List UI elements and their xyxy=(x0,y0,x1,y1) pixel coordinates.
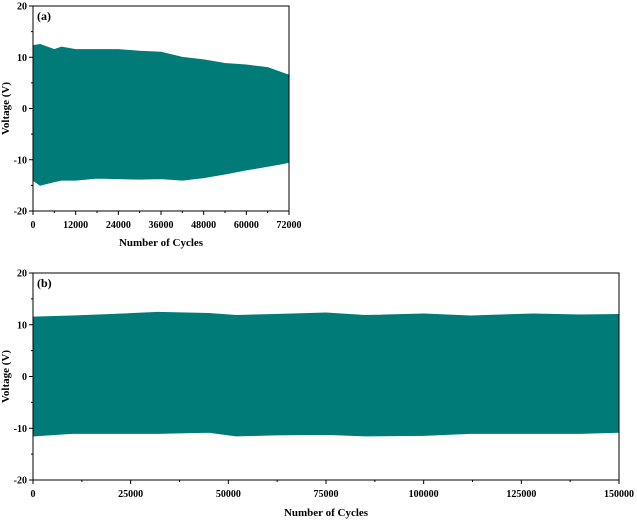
x-tick-label: 150000 xyxy=(604,489,634,500)
x-tick-label: 72000 xyxy=(277,220,302,231)
y-tick-label: 20 xyxy=(17,2,27,13)
y-axis-title: Voltage (V) xyxy=(0,82,12,135)
x-tick-label: 48000 xyxy=(191,220,216,231)
y-tick-label: -20 xyxy=(14,207,27,218)
voltage-band-series xyxy=(32,44,290,186)
x-tick-label: 50000 xyxy=(216,489,241,500)
x-tick-label: 75000 xyxy=(314,489,339,500)
x-axis-title: Number of Cycles xyxy=(284,507,369,519)
x-tick-label: 60000 xyxy=(234,220,259,231)
x-tick-label: 12000 xyxy=(63,220,88,231)
y-tick-label: -10 xyxy=(14,424,27,435)
x-tick-label: 36000 xyxy=(149,220,174,231)
panel-label: (b) xyxy=(37,276,52,290)
x-tick-label: 25000 xyxy=(118,489,143,500)
panel-a: 0 12000 24000 36000 48000 60000 72000 -20 -10 0 10… xyxy=(0,2,302,250)
voltage-band-series xyxy=(32,311,620,437)
x-tick-label: 0 xyxy=(31,220,36,231)
y-tick-label: 10 xyxy=(17,53,27,64)
x-tick-label: 0 xyxy=(31,489,36,500)
y-tick-label: -20 xyxy=(14,476,27,487)
y-tick-label: -10 xyxy=(14,155,27,166)
x-tick-label: 125000 xyxy=(506,489,536,500)
y-tick-label: 0 xyxy=(22,372,27,383)
x-axis-title: Number of Cycles xyxy=(119,237,204,249)
panel-label: (a) xyxy=(37,9,51,23)
x-tick-label: 24000 xyxy=(106,220,131,231)
y-axis-title: Voltage (V) xyxy=(0,350,12,403)
panel-b: 0 25000 50000 75000 100000 125000 150000 -20 -10… xyxy=(0,269,634,520)
y-tick-label: 20 xyxy=(17,269,27,280)
y-tick-label: 10 xyxy=(17,320,27,331)
y-tick-label: 0 xyxy=(22,104,27,115)
x-tick-label: 100000 xyxy=(409,489,439,500)
